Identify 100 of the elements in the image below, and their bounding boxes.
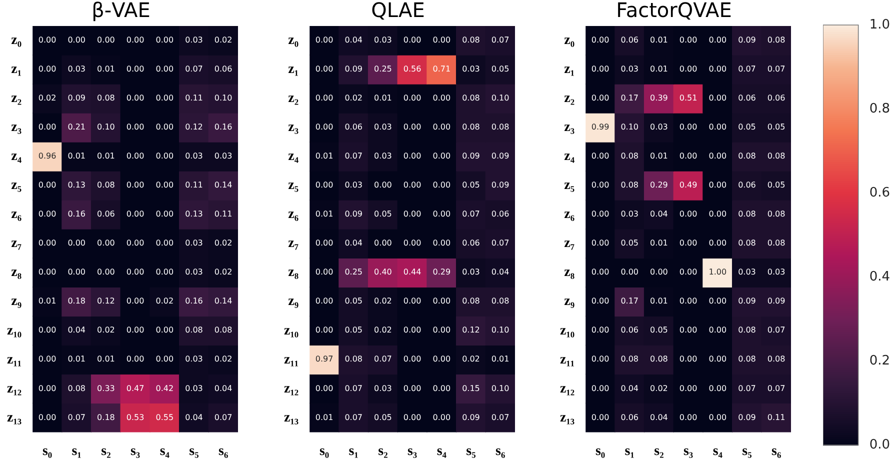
y-tick-label: z₁₀	[560, 323, 575, 338]
y-tick-label: z₁₃	[284, 410, 299, 426]
data-label: 0.01	[315, 210, 334, 219]
data-label: 0.07	[767, 64, 786, 74]
data-label: 0.08	[68, 384, 86, 393]
data-label: 0.06	[738, 180, 756, 190]
y-tick-label: z₉	[564, 294, 575, 310]
y-tick-label: z₁₂	[7, 381, 22, 396]
data-label: 0.07	[491, 412, 510, 422]
data-label: 0.03	[767, 268, 786, 277]
data-label: 0.97	[315, 354, 334, 364]
data-label: 0.53	[126, 412, 144, 422]
data-label: 0.01	[68, 152, 86, 161]
y-tick-label: z₁	[288, 62, 299, 78]
data-label: 0.00	[708, 384, 727, 393]
x-tick-label: s₃	[683, 444, 694, 460]
data-label: 0.00	[591, 36, 610, 45]
data-label: 0.09	[462, 152, 480, 161]
data-label: 0.00	[126, 180, 144, 190]
data-label: 0.00	[315, 384, 334, 393]
data-label: 0.00	[38, 238, 56, 248]
data-label: 0.00	[156, 122, 174, 132]
data-label: 0.00	[403, 210, 422, 219]
data-label: 0.00	[126, 238, 144, 248]
data-label: 0.03	[374, 122, 392, 132]
data-label: 0.25	[344, 268, 363, 277]
data-label: 0.25	[374, 64, 392, 74]
data-label: 0.00	[679, 384, 698, 393]
data-label: 0.07	[344, 384, 363, 393]
color-bar-label: 0.8	[869, 101, 890, 116]
data-label: 0.17	[620, 296, 639, 306]
data-label: 0.00	[68, 238, 86, 248]
y-tick-label: z₁	[11, 62, 22, 78]
data-label: 1.00	[708, 268, 727, 277]
data-label: 0.00	[156, 180, 174, 190]
y-tick-label: z₁	[564, 62, 575, 78]
y-tick-label: z₇	[11, 236, 22, 252]
data-label: 0.08	[620, 152, 639, 161]
data-label: 0.11	[214, 210, 232, 219]
data-label: 0.03	[738, 268, 756, 277]
data-label: 0.40	[374, 268, 392, 277]
data-label: 0.00	[97, 238, 115, 248]
data-label: 0.00	[591, 296, 610, 306]
data-label: 0.00	[708, 326, 727, 335]
data-label: 0.00	[591, 412, 610, 422]
data-label: 0.06	[491, 210, 510, 219]
data-label: 0.07	[344, 412, 363, 422]
data-label: 0.00	[156, 326, 174, 335]
data-label: 0.12	[97, 296, 115, 306]
data-label: 0.05	[374, 412, 392, 422]
data-label: 0.04	[344, 238, 363, 248]
data-label: 0.03	[185, 152, 203, 161]
data-label: 0.00	[126, 210, 144, 219]
x-tick-label: s₄	[436, 444, 448, 460]
data-label: 0.08	[738, 354, 756, 364]
data-label: 0.49	[679, 180, 698, 190]
data-label: 0.00	[591, 64, 610, 74]
data-label: 0.00	[156, 210, 174, 219]
data-label: 0.01	[650, 36, 668, 45]
x-tick-label: s₅	[189, 444, 199, 460]
data-label: 0.00	[679, 354, 698, 364]
data-label: 0.03	[462, 64, 480, 74]
y-tick-label: z₁₃	[560, 410, 575, 426]
y-tick-label: z₁₂	[560, 381, 575, 396]
data-label: 0.00	[432, 152, 451, 161]
data-label: 0.02	[38, 94, 56, 103]
x-tick-label: s₂	[378, 444, 388, 460]
data-label: 0.11	[185, 94, 203, 103]
data-label: 0.00	[708, 94, 727, 103]
data-label: 0.01	[68, 354, 86, 364]
data-label: 0.00	[432, 122, 451, 132]
x-tick-label: s₀	[42, 444, 52, 460]
data-label: 0.03	[68, 64, 86, 74]
x-tick-label: s₁	[624, 444, 634, 460]
data-label: 0.08	[738, 210, 756, 219]
data-label: 0.00	[403, 384, 422, 393]
chart-title: QLAE	[371, 0, 425, 22]
data-label: 0.11	[767, 412, 786, 422]
data-label: 0.00	[432, 326, 451, 335]
data-label: 0.03	[620, 210, 639, 219]
data-label: 0.51	[679, 94, 698, 103]
data-label: 0.29	[432, 268, 451, 277]
data-label: 0.07	[767, 384, 786, 393]
data-label: 0.08	[767, 152, 786, 161]
x-tick-label: s₅	[742, 444, 752, 460]
y-tick-label: z₉	[288, 294, 299, 310]
data-label: 0.08	[462, 36, 480, 45]
data-label: 0.02	[97, 326, 115, 335]
y-tick-label: z₂	[564, 91, 575, 106]
data-label: 0.04	[650, 210, 668, 219]
data-label: 0.00	[432, 180, 451, 190]
x-tick-label: s₂	[654, 444, 664, 460]
data-label: 0.00	[708, 64, 727, 74]
data-label: 0.00	[38, 36, 56, 45]
x-tick-label: s₁	[348, 444, 358, 460]
data-label: 0.09	[738, 36, 756, 45]
data-label: 0.17	[620, 94, 639, 103]
data-label: 0.29	[650, 180, 668, 190]
data-label: 0.00	[126, 122, 144, 132]
data-label: 0.96	[38, 152, 56, 161]
